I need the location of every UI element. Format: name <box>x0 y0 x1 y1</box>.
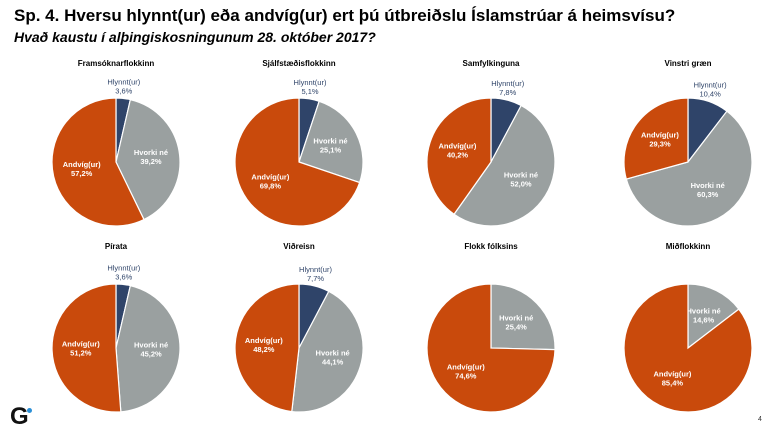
pie-2-title: Sjálfstæðisflokkinn <box>262 59 335 68</box>
pie-5-slice-hvorki <box>115 284 181 413</box>
pie-5-hlynnt-label: Hlynnt(ur) 3,6% <box>107 263 140 281</box>
pie-6-hlynnt-label: Hlynnt(ur) 7,7% <box>299 265 332 283</box>
pie-8-slice-andvig <box>623 283 753 413</box>
pie-8-hvorki-label: Hvorki né 14,6% <box>686 306 720 324</box>
logo-dot-icon <box>27 408 32 413</box>
pie-2-slice-hvorki <box>298 100 364 184</box>
pie-3-hlynnt-label: Hlynnt(ur) 7,8% <box>491 79 524 97</box>
gallup-logo: G <box>10 403 29 430</box>
pie-8-title: Miðflokkinn <box>666 242 711 251</box>
pie-4-slice-hvorki <box>625 110 753 227</box>
pie-7-andvig-label: Andvíg(ur) 74,6% <box>447 363 485 381</box>
pie-6-hvorki-label: Hvorki né 44,1% <box>316 348 350 366</box>
pie-1-hlynnt-label: Hlynnt(ur) 3,6% <box>107 77 140 95</box>
pie-7-hvorki-label: Hvorki né 25,4% <box>499 313 533 331</box>
pie-5-title: Pírata <box>105 242 128 251</box>
pie-2-hlynnt-label: Hlynnt(ur) 5,1% <box>294 78 327 96</box>
pie-4-hlynnt-label: Hlynnt(ur) 10,4% <box>694 81 727 99</box>
pie-8-andvig-label: Andvíg(ur) 85,4% <box>653 370 691 388</box>
chart-title: Sp. 4. Hversu hlynnt(ur) eða andvíg(ur) … <box>14 6 676 25</box>
page-number: 4 <box>758 416 762 423</box>
pie-1-slice-andvig <box>51 97 145 227</box>
pie-2-slice-andvig <box>234 97 361 227</box>
pie-5-andvig-label: Andvíg(ur) 51,2% <box>62 339 100 357</box>
pie-1-title: Framsóknarflokkinn <box>78 59 155 68</box>
pie-1-slice-hvorki <box>115 98 181 221</box>
pie-8-slice-hvorki <box>687 283 740 350</box>
pie-2-andvig-label: Andvíg(ur) 69,8% <box>251 173 289 191</box>
pie-4-title: Vinstri græn <box>665 59 712 68</box>
pie-7-slice-andvig <box>426 283 556 413</box>
pie-6-slice-hvorki <box>291 290 364 413</box>
pie-1-andvig-label: Andvíg(ur) 57,2% <box>63 160 101 178</box>
chart-subtitle: Hvað kaustu í alþingiskosningunum 28. ok… <box>14 29 376 45</box>
pie-3-slice-hvorki <box>453 104 556 227</box>
pie-5-hvorki-label: Hvorki né 45,2% <box>134 341 168 359</box>
pie-6-slice-andvig <box>234 283 300 413</box>
pie-4-andvig-label: Andvíg(ur) 29,3% <box>641 131 679 149</box>
pie-7-slice-hvorki <box>490 283 556 351</box>
pie-4-slice-andvig <box>623 97 689 180</box>
pie-2-hvorki-label: Hvorki né 25,1% <box>313 136 347 154</box>
pie-5-slice-andvig <box>51 283 122 413</box>
pie-3-title: Samfylkinguna <box>463 59 520 68</box>
pie-4-hvorki-label: Hvorki né 60,3% <box>691 181 725 199</box>
pie-6-title: Viðreisn <box>283 242 315 251</box>
pie-3-hvorki-label: Hvorki né 52,0% <box>504 170 538 188</box>
pie-6-andvig-label: Andvíg(ur) 48,2% <box>245 336 283 354</box>
pie-7-title: Flokk fólksins <box>464 242 518 251</box>
pie-1-hvorki-label: Hvorki né 39,2% <box>134 148 168 166</box>
pie-3-andvig-label: Andvíg(ur) 40,2% <box>438 141 476 159</box>
pie-3-slice-andvig <box>426 97 492 216</box>
